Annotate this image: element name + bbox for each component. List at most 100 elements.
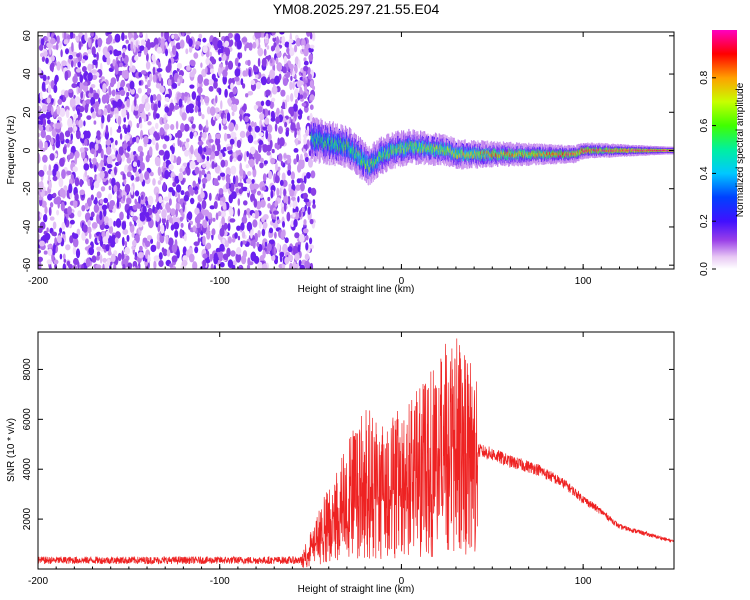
- spectrogram-noise-cell: [309, 112, 313, 123]
- spectrogram-noise-cell: [240, 222, 245, 231]
- spectrogram-noise-cell: [247, 257, 251, 266]
- spectrogram-noise-cell: [70, 60, 74, 68]
- spectrogram-noise-cell: [143, 114, 147, 123]
- spectrogram-noise-cell: [53, 163, 59, 172]
- spectrogram-noise-cell: [299, 81, 304, 86]
- spectrogram-noise-cell: [286, 211, 291, 222]
- spectrogram-noise-cell: [123, 178, 127, 185]
- spectrogram-noise-cell: [54, 76, 58, 86]
- spectrogram-noise-cell: [256, 241, 260, 248]
- spectrogram-noise-cell: [87, 49, 92, 55]
- spectrogram-noise-cell: [115, 231, 121, 239]
- spectrogram-noise-cell: [247, 59, 251, 67]
- spectrogram-noise-cell: [145, 200, 149, 206]
- spectrogram-noise-cell: [234, 57, 239, 67]
- spectrogram-noise-cell: [239, 168, 244, 177]
- spectrogram-noise-cell: [107, 251, 112, 256]
- spectrogram-noise-cell: [295, 99, 298, 105]
- spectrogram-noise-cell: [87, 63, 93, 72]
- spectrogram-noise-cell: [257, 230, 261, 238]
- spectrogram-noise-cell: [265, 89, 271, 96]
- spectrogram-noise-cell: [77, 87, 83, 94]
- spectrogram-noise-cell: [222, 69, 228, 78]
- spectrogram-noise-cell: [110, 253, 116, 263]
- spectrogram-noise-cell: [151, 54, 156, 62]
- spectrogram-noise-cell: [121, 108, 127, 118]
- spectrogram-noise-cell: [92, 59, 98, 66]
- spectrogram-noise-cell: [223, 125, 228, 130]
- spectrogram-noise-cell: [278, 125, 283, 135]
- spectrogram-noise-cell: [126, 197, 132, 205]
- spectrogram-noise-cell: [68, 54, 73, 60]
- spectrogram-noise-cell: [166, 219, 169, 230]
- spectrogram-noise-cell: [263, 214, 269, 220]
- spectrogram-noise-cell: [254, 32, 261, 39]
- spectrogram-noise-cell: [124, 134, 130, 142]
- spectrogram-noise-cell: [119, 89, 126, 97]
- spectrogram-noise-cell: [65, 138, 70, 144]
- spectrogram-noise-cell: [250, 79, 256, 86]
- spectrogram-noise-cell: [139, 32, 143, 37]
- spectrogram-noise-cell: [222, 53, 227, 61]
- spectrogram-noise-cell: [126, 92, 130, 97]
- spectrogram-noise-cell: [166, 249, 171, 257]
- spectrogram-noise-cell: [83, 120, 86, 127]
- spectrogram-noise-cell: [157, 180, 162, 185]
- spectrogram-noise-cell: [254, 125, 261, 133]
- spectrogram-noise-cell: [68, 183, 73, 194]
- spectrogram-noise-cell: [69, 219, 75, 225]
- spectrogram-noise-cell: [139, 151, 144, 158]
- spectrogram-noise-cell: [309, 218, 314, 225]
- spectrogram-noise-cell: [265, 129, 269, 140]
- spectrogram-noise-cell: [155, 82, 161, 89]
- spectrogram-noise-cell: [209, 205, 215, 210]
- spectrogram-noise-cell: [116, 128, 122, 133]
- spectrogram-noise-cell: [289, 189, 295, 197]
- spectrogram-noise-cell: [257, 261, 263, 269]
- spectrogram-noise-cell: [138, 195, 141, 204]
- spectrogram-noise-cell: [267, 132, 272, 143]
- spectrogram-noise-cell: [253, 104, 258, 111]
- spectrogram-noise-cell: [281, 172, 286, 182]
- spectrogram-noise-cell: [170, 153, 174, 163]
- spectrogram-noise-cell: [264, 241, 268, 247]
- spectrogram-noise-cell: [82, 66, 87, 73]
- spectrogram-noise-cell: [75, 68, 82, 73]
- spectrogram-noise-cell: [73, 257, 79, 266]
- spectrogram-noise-cell: [194, 215, 201, 224]
- spectrogram-noise-cell: [66, 260, 71, 267]
- spectrogram-noise-cell: [195, 44, 200, 50]
- spectrogram-noise-cell: [164, 106, 170, 113]
- spectrogram-noise-cell: [174, 230, 179, 238]
- spectrogram-noise-cell: [193, 131, 197, 138]
- spectrogram-noise-cell: [117, 98, 123, 108]
- spectrogram-noise-cell: [262, 221, 268, 229]
- spectrogram-noise-cell: [118, 146, 124, 156]
- spectrogram-noise-cell: [251, 196, 256, 201]
- spectrogram-noise-cell: [196, 222, 201, 229]
- spectrogram-noise-cell: [185, 48, 189, 55]
- spectrogram-noise-cell: [234, 123, 239, 131]
- spectrogram-noise-cell: [163, 196, 169, 202]
- spectrogram-noise-cell: [134, 171, 140, 177]
- spectrogram-noise-cell: [246, 188, 250, 194]
- spectrogram-noise-cell: [164, 169, 170, 180]
- spectrogram-noise-cell: [187, 211, 193, 221]
- spectrogram-noise-cell: [303, 198, 310, 203]
- spectrogram-noise-cell: [260, 199, 266, 208]
- spectrogram-noise-cell: [270, 117, 276, 122]
- spectrogram-noise-cell: [198, 170, 202, 180]
- spectrogram-noise-cell: [84, 138, 88, 146]
- spectrogram-noise-cell: [230, 82, 234, 91]
- spectrogram-noise-cell: [104, 130, 109, 140]
- spectrogram-noise-cell: [117, 252, 122, 262]
- spectrogram-noise-cell: [165, 65, 171, 73]
- spectrogram-noise-cell: [266, 243, 272, 252]
- spectrogram-noise-cell: [57, 137, 60, 147]
- spectrogram-noise-cell: [232, 260, 237, 266]
- spectrogram-noise-cell: [214, 165, 221, 174]
- spectrogram-noise-cell: [247, 134, 254, 144]
- spectrogram-noise-cell: [61, 221, 66, 231]
- spectrogram-noise-cell: [172, 45, 177, 56]
- spectrogram-noise-cell: [290, 93, 294, 102]
